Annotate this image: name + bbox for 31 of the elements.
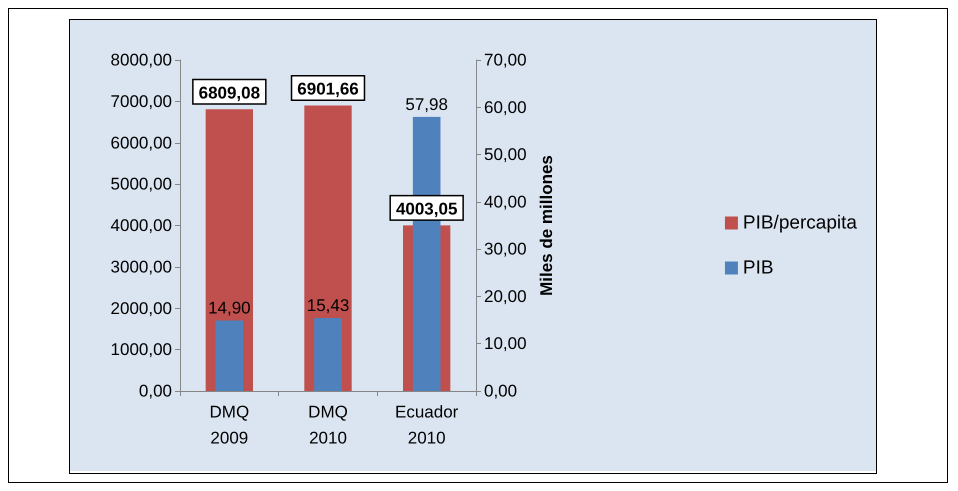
- y-tick-label: 2000,00: [110, 298, 172, 318]
- x-tick-label: Ecuador 2010: [395, 402, 459, 448]
- y2-tick-label: 0,00: [484, 382, 518, 400]
- data-label: 57,98: [405, 94, 448, 114]
- data-label: 6809,08: [198, 83, 260, 102]
- y-tick-label: 6000,00: [110, 133, 172, 152]
- y2-tick-label: 10,00: [484, 334, 527, 354]
- y2-tick-label: 50,00: [484, 145, 527, 164]
- bar: [314, 318, 342, 391]
- y2-tick-label: 70,00: [484, 50, 527, 70]
- data-label: 6901,66: [297, 79, 359, 98]
- y2-tick-label: 40,00: [484, 192, 527, 212]
- y-tick-label: 0,00: [138, 382, 172, 400]
- data-label: 15,43: [306, 296, 350, 316]
- data-label: 14,90: [208, 298, 251, 318]
- bar: [216, 320, 244, 391]
- legend-label: PIB: [742, 258, 774, 278]
- y2-tick-label: 60,00: [484, 98, 527, 117]
- y-tick-label: 4000,00: [110, 216, 172, 235]
- y2-tick-label: 30,00: [484, 240, 527, 259]
- x-tick-label: DMQ 2010: [308, 402, 348, 448]
- y-tick-label: 5000,00: [110, 174, 172, 194]
- y2-axis-title: Miles de millones: [537, 155, 556, 296]
- x-tick-label: DMQ 2009: [209, 402, 250, 448]
- legend-label: PIB/percapita: [742, 212, 858, 234]
- y2-tick-label: 20,00: [484, 286, 527, 306]
- y-tick-label: 3000,00: [110, 257, 172, 276]
- y-tick-label: 7000,00: [110, 92, 172, 111]
- data-label: 4003,05: [396, 199, 458, 218]
- y-tick-label: 8000,00: [110, 50, 172, 70]
- y-tick-label: 1000,00: [110, 340, 172, 360]
